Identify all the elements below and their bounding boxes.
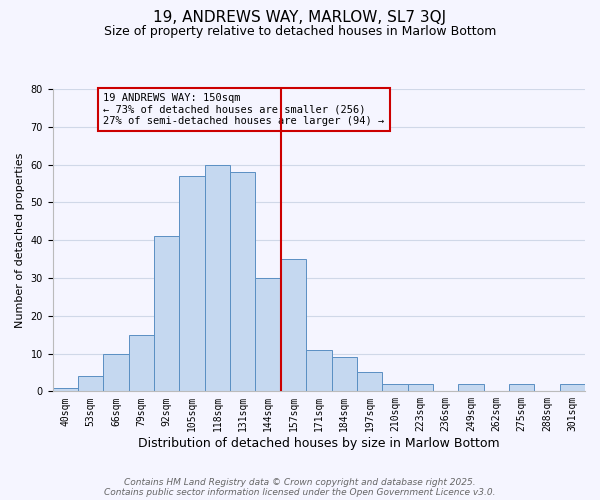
Bar xyxy=(306,350,332,392)
Bar xyxy=(458,384,484,392)
Bar xyxy=(407,384,433,392)
Bar xyxy=(281,259,306,392)
Bar xyxy=(78,376,103,392)
Bar xyxy=(332,358,357,392)
Bar xyxy=(103,354,129,392)
Bar xyxy=(179,176,205,392)
Bar xyxy=(357,372,382,392)
Bar xyxy=(509,384,535,392)
Bar xyxy=(129,334,154,392)
Bar xyxy=(382,384,407,392)
Bar xyxy=(560,384,585,392)
Bar xyxy=(230,172,256,392)
Text: Size of property relative to detached houses in Marlow Bottom: Size of property relative to detached ho… xyxy=(104,25,496,38)
Text: Contains HM Land Registry data © Crown copyright and database right 2025.
Contai: Contains HM Land Registry data © Crown c… xyxy=(104,478,496,497)
Bar xyxy=(53,388,78,392)
Text: 19, ANDREWS WAY, MARLOW, SL7 3QJ: 19, ANDREWS WAY, MARLOW, SL7 3QJ xyxy=(154,10,446,25)
Y-axis label: Number of detached properties: Number of detached properties xyxy=(15,152,25,328)
Bar xyxy=(154,236,179,392)
Bar xyxy=(205,164,230,392)
Bar xyxy=(256,278,281,392)
Text: 19 ANDREWS WAY: 150sqm
← 73% of detached houses are smaller (256)
27% of semi-de: 19 ANDREWS WAY: 150sqm ← 73% of detached… xyxy=(103,93,385,126)
X-axis label: Distribution of detached houses by size in Marlow Bottom: Distribution of detached houses by size … xyxy=(138,437,500,450)
